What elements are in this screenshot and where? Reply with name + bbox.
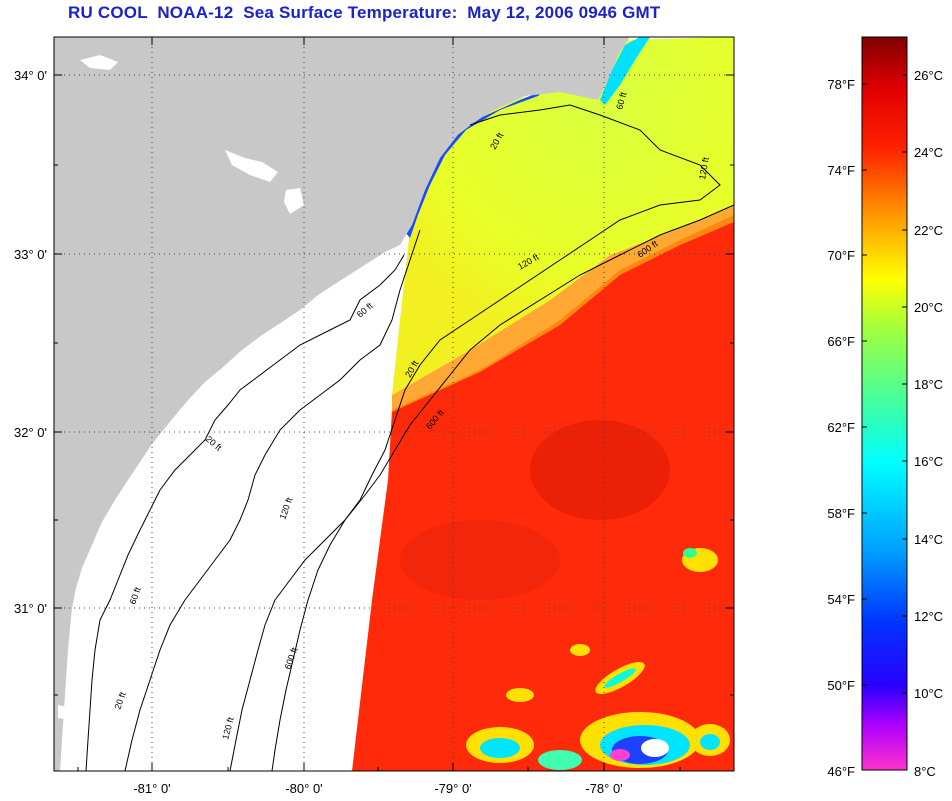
shelf-cool-water: [392, 37, 734, 395]
contour-60ft: [124, 229, 421, 771]
cloud-contamination: [466, 548, 730, 770]
fahrenheit-label: 66°F: [827, 334, 855, 349]
celsius-label: 10°C: [914, 686, 943, 701]
lake: [58, 705, 72, 720]
colorbar-ticks: [862, 74, 907, 694]
lon-label: -80° 0': [285, 781, 322, 796]
graticule: [54, 37, 734, 771]
coastal-cyan-strip: [600, 37, 650, 105]
warm-eddy: [400, 520, 560, 600]
fahrenheit-label: 46°F: [827, 764, 855, 779]
celsius-label: 24°C: [914, 145, 943, 160]
fahrenheit-label: 58°F: [827, 506, 855, 521]
lake: [80, 55, 118, 70]
lat-label: 31° 0': [14, 601, 47, 616]
celsius-label: 18°C: [914, 377, 943, 392]
contour-label: 120 ft: [697, 156, 711, 180]
celsius-label: 14°C: [914, 532, 943, 547]
bathymetry-contours: [85, 104, 734, 771]
lake: [225, 150, 278, 182]
contour-label: 60 ft: [614, 91, 628, 111]
fahrenheit-label: 62°F: [827, 420, 855, 435]
fahrenheit-label: 54°F: [827, 592, 855, 607]
lat-label: 32° 0': [14, 425, 47, 440]
lat-label: 33° 0': [14, 247, 47, 262]
fahrenheit-label: 78°F: [827, 77, 855, 92]
lon-label: -78° 0': [585, 781, 622, 796]
axis-ticks: [54, 37, 734, 771]
celsius-label: 8°C: [914, 764, 936, 779]
lon-label: -79° 0': [434, 781, 471, 796]
thermal-front-band: [392, 205, 734, 412]
warm-eddy: [530, 420, 670, 520]
lon-label: -81° 0': [133, 781, 170, 796]
offshore-warm-water: [392, 215, 734, 410]
lat-label: 34° 0': [14, 68, 47, 83]
map-title: RU COOL NOAA-12 Sea Surface Temperature:…: [68, 3, 661, 22]
celsius-label: 22°C: [914, 223, 943, 238]
fahrenheit-label: 74°F: [827, 163, 855, 178]
land-mass: [54, 37, 630, 771]
lake: [284, 188, 304, 214]
contour-20ft: [85, 254, 405, 771]
celsius-label: 12°C: [914, 609, 943, 624]
fahrenheit-label: 70°F: [827, 248, 855, 263]
celsius-label: 26°C: [914, 68, 943, 83]
contour-120ft: [229, 104, 721, 771]
celsius-label: 20°C: [914, 300, 943, 315]
fahrenheit-label: 50°F: [827, 678, 855, 693]
celsius-label: 16°C: [914, 454, 943, 469]
contour-600ft: [271, 204, 734, 771]
colorbar: [861, 36, 908, 771]
map-border: [53, 36, 735, 772]
